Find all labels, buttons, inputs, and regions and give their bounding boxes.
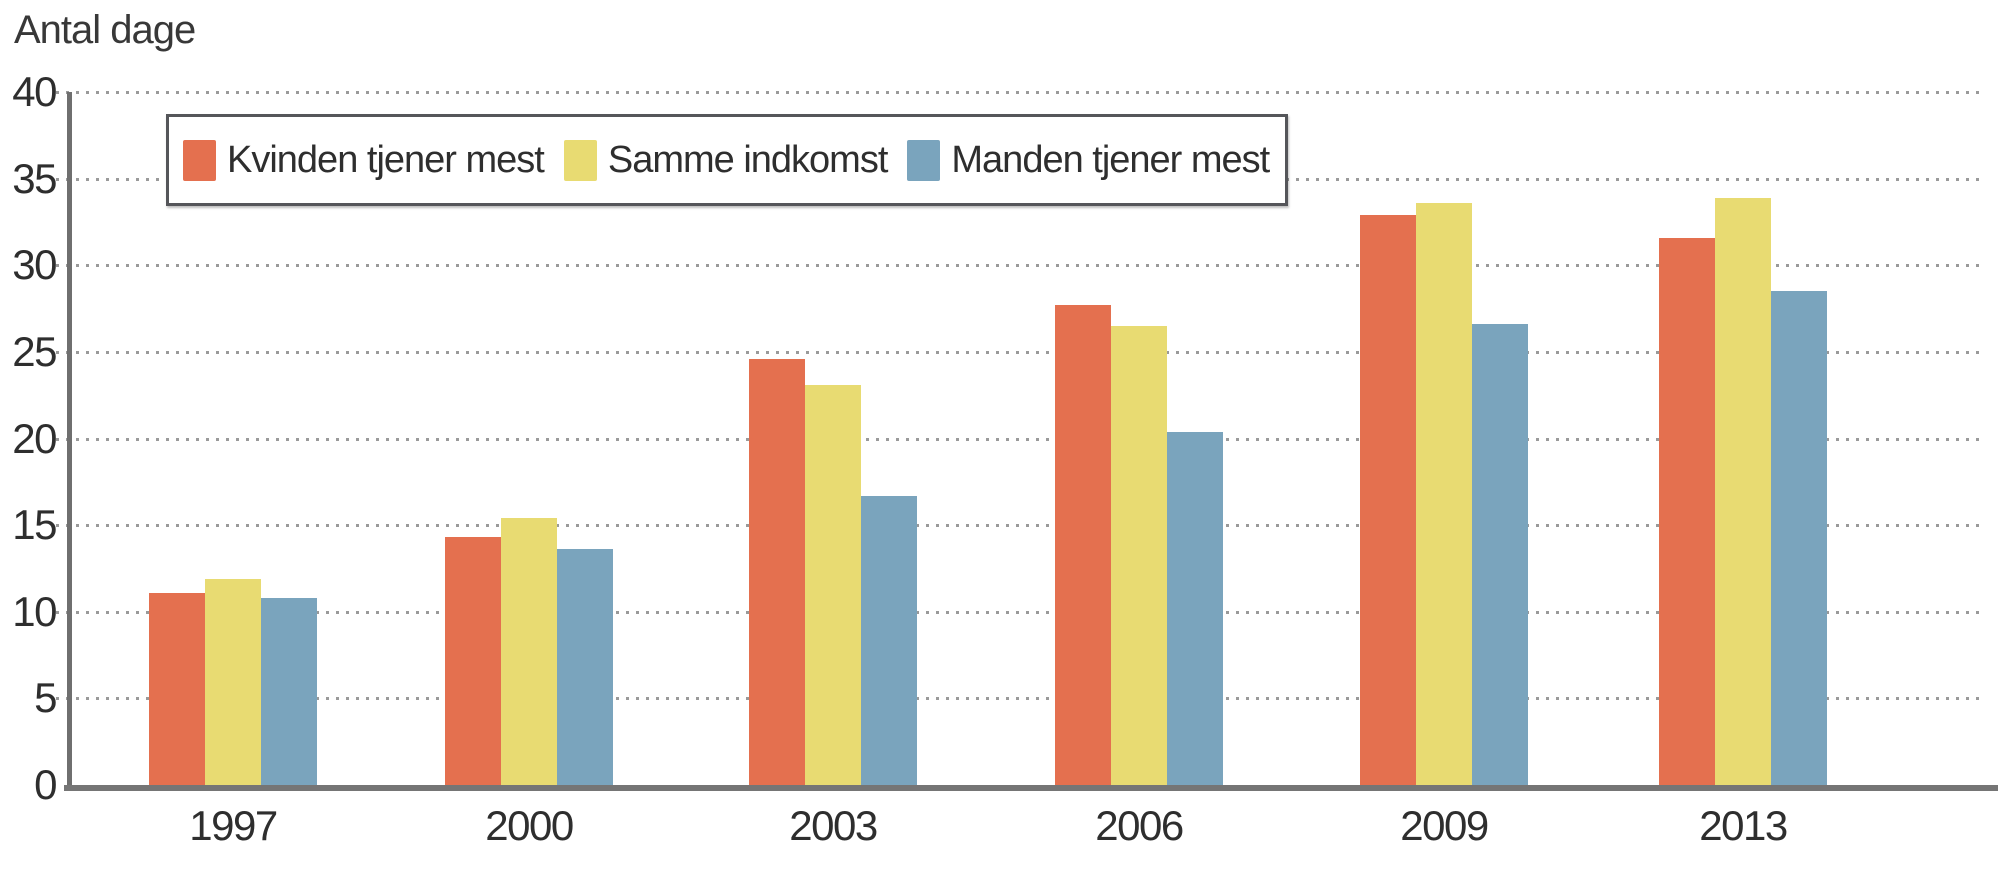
legend-label: Manden tjener mest — [951, 138, 1270, 181]
bar-2009-2 — [1472, 324, 1528, 785]
x-tick-label: 2003 — [789, 802, 878, 849]
gridline-30 — [56, 264, 1985, 268]
gridline-15 — [56, 524, 1985, 528]
chart-title: Antal dage — [14, 8, 196, 52]
bar-2013-2 — [1771, 291, 1827, 785]
legend-swatch-blue — [907, 139, 941, 181]
bar-2006-0 — [1055, 305, 1111, 785]
bar-1997-2 — [261, 598, 317, 785]
bar-2003-0 — [749, 359, 805, 785]
bar-1997-1 — [205, 579, 261, 785]
bar-2006-1 — [1111, 326, 1167, 785]
bar-2003-1 — [805, 385, 861, 785]
legend-item-samme: Samme indkomst — [563, 138, 889, 182]
y-tick-label: 5 — [34, 674, 57, 722]
x-tick-label: 2009 — [1400, 802, 1489, 849]
y-tick-label: 10 — [12, 587, 57, 635]
bar-2009-1 — [1416, 203, 1472, 785]
bar-2000-0 — [445, 537, 501, 785]
gridline-20 — [56, 437, 1985, 441]
legend-item-manden: Manden tjener mest — [907, 138, 1270, 182]
legend-swatch-yellow — [563, 139, 597, 181]
bar-2000-1 — [501, 518, 557, 785]
legend-label: Kvinden tjener mest — [227, 138, 545, 181]
y-tick-label: 30 — [12, 241, 57, 289]
y-tick-label: 15 — [12, 501, 57, 549]
y-tick-label: 40 — [12, 68, 57, 115]
x-tick-label: 2013 — [1699, 802, 1788, 849]
gridline-5 — [56, 697, 1985, 701]
legend-label: Samme indkomst — [607, 138, 889, 181]
x-tick-label: 2000 — [485, 802, 574, 849]
y-tick-label: 35 — [12, 154, 57, 202]
gridline-10 — [56, 610, 1985, 614]
bar-1997-0 — [149, 593, 205, 785]
y-tick-label: 25 — [12, 327, 57, 375]
x-tick-label: 2006 — [1095, 802, 1184, 849]
x-tick-label: 1997 — [189, 802, 278, 849]
legend-swatch-red — [183, 139, 216, 181]
bar-2000-2 — [557, 549, 613, 785]
bar-2006-2 — [1167, 432, 1223, 785]
bar-2013-1 — [1715, 198, 1771, 785]
y-axis-line — [67, 92, 72, 791]
bar-2013-0 — [1659, 238, 1715, 785]
x-axis-line — [64, 785, 1998, 791]
bar-2003-2 — [861, 496, 917, 785]
legend: Kvinden tjener mest Samme indkomst Mande… — [166, 114, 1288, 206]
legend-item-kvinden: Kvinden tjener mest — [183, 138, 545, 182]
gridline-40 — [56, 91, 1985, 94]
bar-2009-0 — [1360, 215, 1416, 785]
y-tick-label: 20 — [12, 414, 57, 462]
gridline-25 — [56, 350, 1985, 354]
y-tick-label: 0 — [34, 761, 57, 808]
